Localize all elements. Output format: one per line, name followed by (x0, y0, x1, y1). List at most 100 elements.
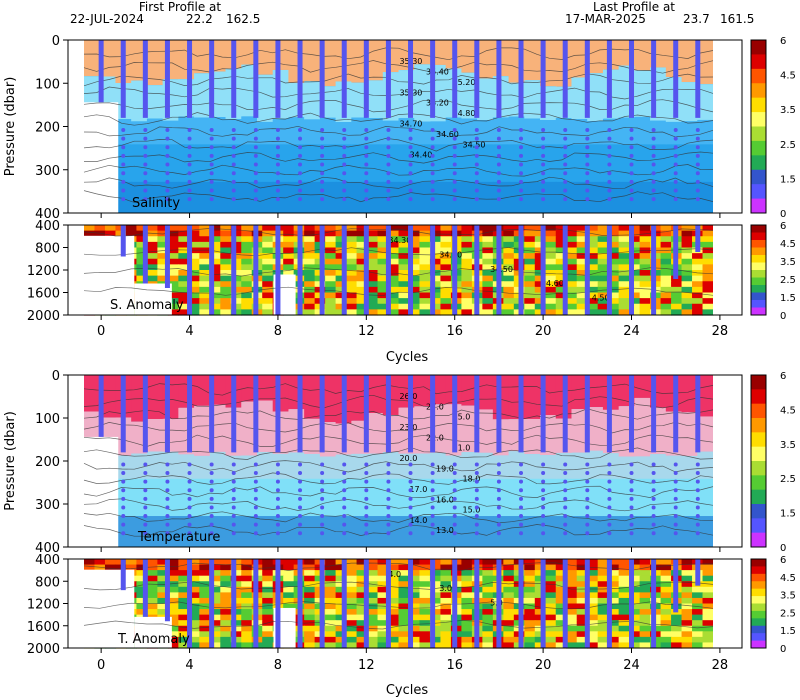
anomaly-cell (408, 614, 421, 621)
anomaly-cell (94, 564, 106, 571)
anomaly-cell (555, 264, 567, 271)
sample-dot (563, 127, 568, 132)
panel-label: Temperature (137, 530, 220, 545)
anomaly-cell (230, 264, 242, 271)
anomaly-cell (335, 597, 347, 605)
anomaly-cell (555, 636, 567, 644)
anomaly-cell (230, 581, 242, 588)
anomaly-cell (325, 275, 337, 282)
anomaly-cell (209, 292, 221, 299)
anomaly-cell (545, 303, 557, 310)
anomaly-cell (199, 559, 211, 566)
anomaly-cell (178, 264, 190, 271)
sample-dot (320, 136, 325, 141)
sample-dot (651, 471, 656, 476)
anomaly-cell (136, 586, 148, 593)
anomaly-cell (608, 225, 620, 232)
anomaly-cell (671, 281, 683, 288)
field-cell (681, 181, 699, 213)
anomaly-cell (136, 247, 148, 254)
colorbar-tick-label: 3.5 (780, 257, 796, 268)
colorbar-tick-label: 4.5 (780, 573, 796, 584)
anomaly-cell (534, 559, 546, 566)
anomaly-cell (545, 247, 557, 254)
anomaly-cell (157, 241, 169, 249)
anomaly-cell (388, 253, 400, 260)
sample-dot (121, 531, 126, 536)
anomaly-cell (346, 230, 358, 237)
sample-dot (187, 145, 192, 150)
anomaly-cell (639, 275, 651, 282)
anomaly-cell (199, 298, 211, 305)
anomaly-cell (576, 642, 588, 649)
anomaly-cell (482, 642, 494, 649)
anomaly-cell (671, 309, 683, 316)
anomaly-cell (377, 614, 389, 621)
anomaly-cell (639, 309, 651, 316)
anomaly-cell (262, 225, 274, 232)
last-profile-lat: 23.7 (683, 12, 710, 26)
sample-dot (364, 197, 369, 202)
contour-label: 21.0 (453, 444, 471, 453)
anomaly-cell (209, 230, 221, 237)
sample-dot (474, 488, 479, 493)
anomaly-cell (681, 625, 693, 632)
anomaly-cell (356, 559, 368, 566)
sample-dot (474, 522, 479, 527)
anomaly-cell (461, 564, 473, 571)
anomaly-cell (188, 303, 200, 310)
anomaly-cell (618, 275, 630, 282)
sample-dot (231, 153, 236, 158)
colorbar-swatch (751, 573, 766, 582)
anomaly-cell (566, 253, 578, 260)
anomaly-cell (241, 230, 253, 237)
y-tick-label: 2000 (27, 309, 60, 324)
field-cell (665, 121, 683, 145)
field-cell (194, 405, 211, 456)
anomaly-cell (209, 603, 221, 610)
sample-dot (231, 162, 236, 167)
anomaly-cell (178, 258, 190, 265)
anomaly-cell (188, 642, 200, 649)
anomaly-cell (157, 275, 169, 282)
anomaly-cell (199, 241, 211, 249)
anomaly-cell (629, 586, 641, 593)
anomaly-cell (325, 609, 337, 616)
anomaly-cell (692, 614, 704, 621)
sample-dot (275, 153, 280, 158)
field-cell (461, 452, 479, 479)
field-cell (304, 453, 321, 479)
y-tick-label: 1200 (27, 598, 60, 613)
anomaly-cell (167, 281, 179, 288)
anomaly-cell (230, 570, 242, 577)
anomaly-cell (681, 597, 693, 605)
anomaly-cell (608, 247, 620, 254)
anomaly-cell (408, 631, 421, 638)
sample-dot (253, 522, 258, 527)
anomaly-cell (356, 636, 368, 644)
anomaly-cell (241, 303, 253, 310)
sample-dot (651, 145, 656, 150)
sample-dot (320, 505, 325, 510)
colorbar-tick-label: 1.5 (780, 293, 796, 304)
anomaly-cell (388, 241, 400, 249)
field-cell (194, 516, 211, 547)
anomaly-cell (587, 281, 599, 288)
sample-dot (673, 531, 678, 536)
anomaly-cell (555, 270, 567, 277)
anomaly-cell (304, 592, 316, 599)
anomaly-cell (555, 642, 567, 649)
anomaly-cell (555, 225, 567, 232)
sample-dot (231, 471, 236, 476)
anomaly-cell (220, 298, 232, 305)
anomaly-cell (545, 642, 557, 649)
anomaly-cell (576, 230, 588, 237)
anomaly-cell (241, 258, 253, 265)
field-cell (634, 516, 652, 547)
sample-dot (541, 145, 546, 150)
anomaly-cell (461, 247, 473, 254)
anomaly-cell (482, 592, 494, 599)
anomaly-cell (692, 592, 704, 599)
field-cell (146, 118, 164, 145)
anomaly-cell (629, 281, 641, 288)
